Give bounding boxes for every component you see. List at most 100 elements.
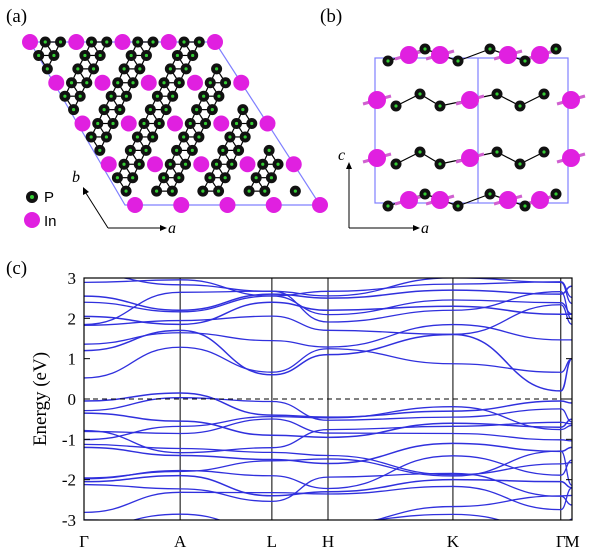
phosphorus-atom-highlight	[488, 192, 492, 196]
indium-atom	[431, 191, 449, 209]
phosphorus-atom-highlight	[102, 108, 106, 112]
phosphorus-atom-highlight	[45, 67, 49, 71]
phosphorus-atom-highlight	[131, 176, 135, 180]
p-p-bond	[457, 193, 491, 207]
phosphorus-atom-highlight	[418, 92, 422, 96]
phosphorus-atom-highlight	[115, 176, 120, 180]
band-line	[84, 485, 572, 514]
band-line	[131, 513, 572, 520]
phosphorus-atom-highlight	[162, 81, 166, 85]
phosphorus-atom-highlight	[418, 150, 422, 154]
axis-arrows-a	[83, 187, 167, 231]
phosphorus-atom-highlight	[71, 108, 76, 112]
indium-atom	[233, 74, 250, 91]
panel-b-label: (b)	[320, 6, 342, 27]
structure-side-view: a c	[338, 43, 586, 237]
indium-atom	[531, 46, 549, 64]
phosphorus-atom-highlight	[554, 192, 558, 196]
band-line	[84, 295, 572, 316]
y-tick-label: -1	[62, 430, 76, 449]
phosphorus-atom-highlight	[184, 67, 188, 71]
phosphorus-atom-highlight	[116, 81, 120, 85]
phosphorus-atom-highlight	[105, 40, 109, 44]
phosphorus-atom-highlight	[164, 108, 168, 112]
phosphorus-atom-highlight	[203, 121, 208, 126]
band-line	[84, 421, 572, 454]
indium-atom	[127, 197, 143, 213]
phosphorus-atom-highlight	[394, 162, 398, 166]
phosphorus-atom-highlight	[208, 81, 212, 85]
phosphorus-atom-highlight	[85, 81, 89, 85]
phosphorus-atom-highlight	[138, 67, 142, 71]
phosphorus-atom-highlight	[518, 162, 522, 166]
phosphorus-atom-highlight	[269, 176, 274, 180]
kpoint-label: K	[447, 532, 460, 551]
band-line	[84, 472, 572, 506]
phosphorus-atom-highlight	[228, 135, 232, 139]
structure-top-view: a b P In	[22, 34, 328, 237]
phosphorus-atom-highlight	[495, 92, 499, 96]
phosphorus-atom-highlight	[83, 53, 87, 58]
phosphorus-atom-highlight	[89, 40, 94, 44]
phosphorus-atom-highlight	[188, 121, 192, 126]
band-line	[84, 455, 572, 490]
indium-atom	[147, 156, 163, 173]
indium-atom	[100, 156, 117, 173]
phosphorus-atom-highlight	[197, 40, 201, 44]
panel-a-label: (a)	[6, 6, 27, 27]
phosphorus-atom-highlight	[215, 67, 219, 71]
indium-atom	[368, 91, 386, 109]
phosphorus-atom-highlight	[523, 204, 527, 208]
band-line	[84, 494, 572, 520]
phosphorus-atom-highlight	[394, 104, 398, 108]
legend: P In	[24, 189, 57, 230]
phosphorus-atom-highlight	[155, 189, 159, 193]
phosphorus-atom-highlight	[131, 81, 135, 85]
indium-atom	[160, 34, 177, 50]
phosphorus-atom-highlight	[118, 108, 122, 112]
phosphorus-atom-highlight	[423, 47, 427, 51]
indium-atom	[213, 115, 230, 132]
phosphorus-atom-highlight	[78, 94, 82, 98]
phosphorus-atom-highlight	[148, 108, 152, 112]
y-tick-label: 2	[68, 309, 77, 328]
kpoint-label: M	[564, 532, 579, 551]
band-line	[121, 278, 572, 305]
band-line	[84, 418, 572, 442]
phosphorus-atom-highlight	[191, 53, 195, 58]
phosphorus-atom-highlight	[175, 148, 179, 152]
band-line	[84, 323, 572, 348]
phosphorus-atom-highlight	[216, 189, 221, 193]
phosphorus-atom-highlight	[195, 108, 199, 112]
phosphorus-atom-highlight	[276, 162, 280, 166]
kpoint-label: Γ	[79, 532, 89, 551]
indium-atom	[239, 156, 256, 173]
axis-arrows-b	[346, 162, 420, 231]
phosphorus-atom-highlight	[523, 59, 527, 63]
indium-atom	[120, 115, 137, 132]
band-line	[84, 304, 572, 335]
phosphorus-atom-highlight	[182, 40, 186, 44]
phosphorus-atom-highlight	[69, 81, 74, 85]
phosphorus-atom-highlight	[230, 162, 234, 166]
y-tick-label: -2	[62, 471, 76, 490]
band-line	[84, 443, 572, 476]
indium-atom	[461, 149, 479, 167]
phosphorus-atom-highlight	[190, 148, 194, 152]
phosphorus-atom-highlight	[157, 121, 161, 126]
phosphorus-atom-highlight	[495, 150, 499, 154]
phosphorus-atom-highlight	[254, 176, 258, 180]
phosphorus-atom-highlight	[91, 67, 96, 71]
band-line	[84, 397, 572, 423]
axis-c-label: c	[338, 147, 345, 164]
legend-indium-marker	[24, 212, 40, 228]
indium-atom	[114, 34, 131, 50]
phosphorus-atom-highlight	[129, 53, 133, 58]
phosphorus-atom-highlight	[217, 94, 221, 98]
phosphorus-atom-highlight	[241, 108, 245, 112]
indium-atom	[187, 74, 203, 91]
axis-a-label: a	[168, 220, 176, 237]
phosphorus-atom-highlight	[128, 148, 132, 152]
phosphorus-atom-highlight	[261, 162, 265, 166]
